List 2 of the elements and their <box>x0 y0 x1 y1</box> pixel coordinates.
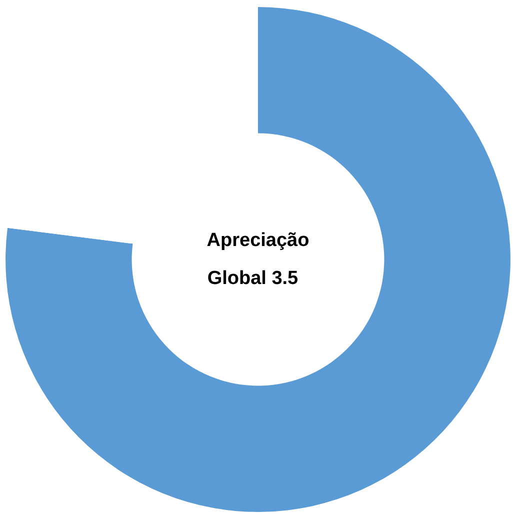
text: Global 3.5 <box>207 268 299 289</box>
text: Apreciação <box>206 230 310 252</box>
